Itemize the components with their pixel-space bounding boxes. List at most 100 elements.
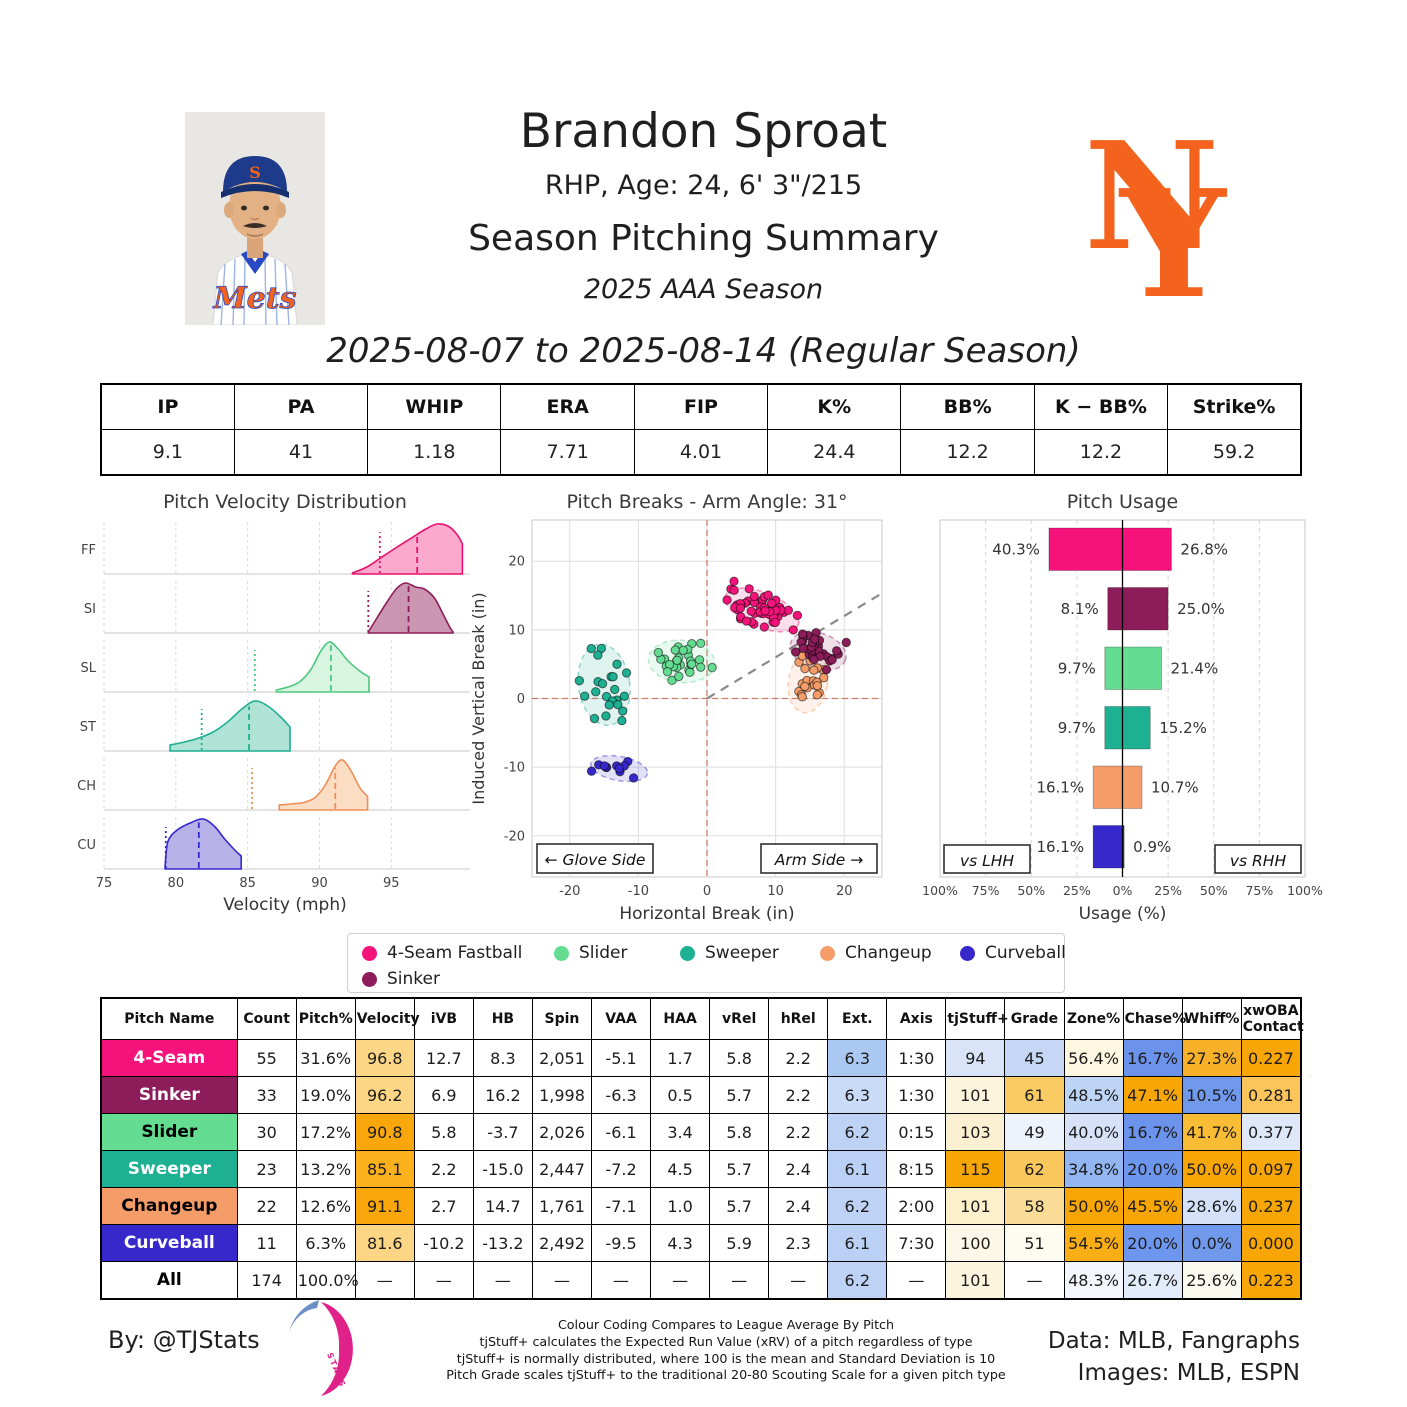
breaks-x-tick: 0 [703, 884, 711, 899]
pitch-table-cell: 6.1 [827, 1150, 888, 1188]
pitch-table-cell: -5.1 [590, 1039, 652, 1077]
legend-dot-icon [960, 945, 975, 961]
pitch-table-cell: 0.223 [1240, 1261, 1302, 1300]
pitch-table-cell: -7.2 [590, 1150, 652, 1188]
pitch-table-cell: 174 [236, 1261, 297, 1300]
usage-bar-rhh-SI [1122, 587, 1169, 631]
pitch-table-cell: 0.227 [1240, 1039, 1302, 1077]
pitch-table-cell: -13.2 [472, 1224, 533, 1262]
usage-x-tick: 100% [1287, 883, 1323, 898]
stat-header: K% [767, 383, 902, 430]
pitch-table-cell: 50.0% [1063, 1187, 1124, 1225]
pitch-table-cell: — [472, 1261, 533, 1300]
legend-dot-icon [680, 945, 695, 961]
pitch-table-cell: 25.6% [1181, 1261, 1242, 1300]
pitch-table-cell: 2.2 [768, 1113, 829, 1151]
legend-label: Slider [579, 943, 628, 963]
stat-header: Strike% [1167, 383, 1302, 430]
pitch-table-cell: -6.1 [590, 1113, 652, 1151]
stat-header: WHIP [367, 383, 502, 430]
pitch-table-row: Sweeper 23 13.2% 85.1 2.2 -15.0 2,447 -7.2 4.5 5.… [100, 1150, 1302, 1188]
breaks-x-tick: 10 [767, 884, 784, 899]
pitch-table-cell: 16.2 [472, 1076, 533, 1114]
usage-lhh-value: 9.7% [1058, 659, 1096, 677]
pitch-table-cell: 2.4 [768, 1187, 829, 1225]
pitch-table-cell: 49 [1004, 1113, 1065, 1151]
velocity-x-tick: 95 [383, 876, 400, 891]
legend-item: Curveball [960, 942, 1066, 964]
pitch-name-cell: 4-Seam [100, 1039, 238, 1077]
legend-dot-icon [554, 945, 569, 961]
pitch-table-cell: 50.0% [1181, 1150, 1242, 1188]
pitch-table-cell: -7.1 [590, 1187, 652, 1225]
pitch-table-cell: 4.3 [650, 1224, 711, 1262]
note-line: Colour Coding Compares to League Average… [557, 1317, 895, 1332]
pitch-table-row: All 174 100.0% — — — — — — — —6.2—101—48.3% 26.7% 25… [100, 1261, 1302, 1300]
byline: By: @TJStats [108, 1326, 260, 1354]
legend-item: Sinker [362, 968, 440, 990]
legend-dot-icon [362, 945, 377, 961]
player-bio: RHP, Age: 24, 6' 3"/215 [544, 170, 863, 201]
pitch-table-header: Spin [531, 997, 593, 1040]
usage-bar-lhh-FF [1048, 527, 1123, 571]
pitch-table-cell: 103 [945, 1113, 1006, 1151]
pitch-table-cell: 6.2 [827, 1187, 888, 1225]
pitch-name-cell: Sinker [100, 1076, 238, 1114]
pitch-table-cell: 6.1 [827, 1224, 888, 1262]
usage-bar-lhh-CH [1092, 765, 1123, 809]
usage-bar-rhh-ST [1122, 706, 1151, 750]
pitch-name-cell: All [100, 1261, 238, 1300]
pitch-table-cell: 2.3 [768, 1224, 829, 1262]
pitch-table-cell: -15.0 [472, 1150, 533, 1188]
usage-x-tick: 50% [1200, 883, 1228, 898]
vs-lhh-box: vs LHH [960, 852, 1014, 870]
pitch-table-cell: 0.0% [1181, 1224, 1242, 1262]
usage-lhh-value: 40.3% [992, 540, 1040, 558]
stat-header: PA [233, 383, 369, 430]
pitch-table-header: Velocity [354, 997, 420, 1040]
pitch-table-cell: 6.2 [827, 1113, 888, 1151]
pitch-table-cell: 56.4% [1063, 1039, 1124, 1077]
pitch-velocity-distribution-chart: Pitch Velocity Distribution FF SI SL ST CH CU 7… [77, 491, 470, 915]
usage-bar-rhh-CH [1122, 765, 1143, 809]
pitch-table-row: 4-Seam 55 31.6% 96.8 12.7 8.3 2,051 -5.1 1.7 5.8 2… [100, 1039, 1302, 1077]
methodology-notes: Colour Coding Compares to League Average… [420, 1317, 1032, 1384]
usage-bar-lhh-SL [1104, 646, 1123, 690]
breaks-y-tick: -20 [504, 829, 525, 844]
pitch-table-cell: 101 [945, 1187, 1006, 1225]
pitch-table-row: Slider 30 17.2% 90.8 5.8 -3.7 2,026 -6.1 3.4 5.8 2… [100, 1113, 1302, 1151]
pitch-table-cell: 2.2 [413, 1150, 474, 1188]
pitch-table-header: tjStuff+ [945, 997, 1009, 1040]
pitch-table-cell: 5.8 [413, 1113, 474, 1151]
velocity-density-CH [278, 759, 369, 811]
velocity-density-SI [367, 582, 454, 634]
usage-rhh-value: 0.9% [1133, 838, 1171, 856]
pitch-table-cell: 0:15 [886, 1113, 947, 1151]
velocity-x-tick: 90 [311, 876, 328, 891]
breaks-y-tick: 0 [517, 692, 525, 707]
pitch-table-row: Curveball 11 6.3% 81.6 -10.2 -13.2 2,492 -9.5 4.… [100, 1224, 1302, 1262]
pitch-table-cell: 3.4 [650, 1113, 711, 1151]
pitch-table-cell: 26.7% [1122, 1261, 1183, 1300]
legend-label: Sinker [387, 969, 440, 989]
velocity-density-FF [351, 523, 464, 575]
pitch-table-cell: 81.6 [354, 1224, 415, 1262]
breaks-y-tick: 10 [508, 623, 525, 638]
pitch-table-cell: 47.1% [1122, 1076, 1183, 1114]
pitch-table-cell: 2:00 [886, 1187, 947, 1225]
pitch-table-cell: 5.8 [709, 1039, 770, 1077]
pitch-table-cell: 51 [1004, 1224, 1065, 1262]
pitch-table-cell: 45 [1004, 1039, 1065, 1077]
usage-lhh-value: 8.1% [1061, 600, 1099, 618]
usage-bar-lhh-ST [1104, 706, 1123, 750]
pitch-table-cell: 5.7 [709, 1150, 770, 1188]
pitch-table-header: Axis [886, 997, 947, 1040]
usage-lhh-value: 16.1% [1036, 778, 1084, 796]
break-points-SL [653, 638, 717, 686]
legend-item: Changeup [820, 942, 932, 964]
pitch-table-header: hRel [768, 997, 829, 1040]
usage-rhh-value: 10.7% [1151, 778, 1199, 796]
pitch-table-cell: 28.6% [1181, 1187, 1242, 1225]
pitch-breaks-scatter-chart: Pitch Breaks - Arm Angle: 31° -20 -10 0 10 20… [470, 491, 883, 924]
note-line: Pitch Grade scales tjStuff+ to the tradi… [446, 1367, 1006, 1383]
